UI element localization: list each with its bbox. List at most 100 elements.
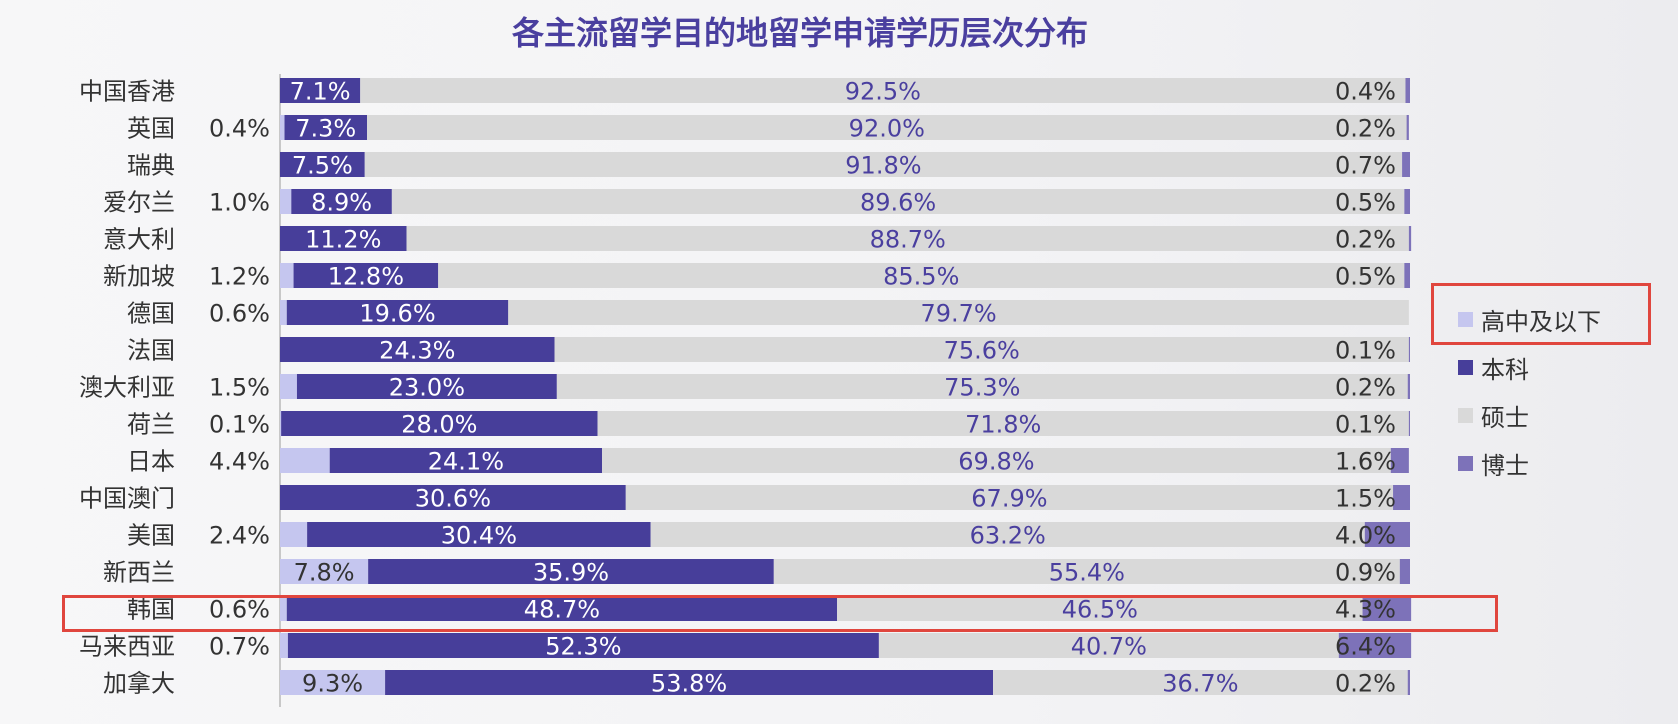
- bar-segment-1: [307, 522, 651, 547]
- legend-highlight-box: [1431, 283, 1651, 345]
- bar-segment-3: [1393, 485, 1410, 510]
- bar-segment-2: [360, 78, 1406, 103]
- legend-label: 硕士: [1481, 403, 1529, 432]
- data-label-2: 79.7%: [920, 300, 996, 328]
- category-label: 新西兰: [103, 559, 175, 587]
- data-label-1: 28.0%: [401, 411, 477, 439]
- bar-segment-2: [406, 226, 1409, 251]
- legend-label: 博士: [1481, 451, 1529, 480]
- data-label-0: 4.4%: [209, 448, 270, 476]
- bar-segment-2: [364, 152, 1403, 177]
- data-label-1: 19.6%: [359, 300, 435, 328]
- data-label-1: 53.8%: [651, 670, 727, 698]
- bar-segment-1: [280, 152, 365, 177]
- bar-segment-2: [837, 596, 1363, 621]
- bar-segment-3: [1404, 263, 1410, 288]
- category-label: 爱尔兰: [103, 189, 175, 217]
- bar-segment-1: [281, 411, 598, 436]
- bar-segment-3: [1338, 633, 1412, 658]
- data-label-3: 0.1%: [1335, 337, 1396, 365]
- data-label-3: 0.1%: [1335, 411, 1396, 439]
- data-label-3: 6.4%: [1335, 633, 1396, 661]
- data-label-2: 40.7%: [1071, 633, 1147, 661]
- data-label-0: 1.2%: [209, 263, 270, 291]
- data-label-3: 0.2%: [1335, 374, 1396, 402]
- data-label-1: 35.9%: [533, 559, 609, 587]
- bar-segment-1: [368, 559, 774, 584]
- data-label-2: 92.0%: [849, 115, 925, 143]
- bar-segment-0: [280, 559, 369, 584]
- category-label: 德国: [127, 300, 175, 328]
- data-label-2: 71.8%: [965, 411, 1041, 439]
- data-label-1: 11.2%: [305, 226, 381, 254]
- data-label-2: 75.3%: [944, 374, 1020, 402]
- data-label-0: 0.6%: [209, 300, 270, 328]
- category-label: 英国: [127, 115, 175, 143]
- bar-segment-3: [1364, 522, 1410, 547]
- bar-segment-1: [280, 78, 361, 103]
- legend-swatch: [1458, 359, 1473, 375]
- bar-segment-2: [391, 189, 1405, 214]
- bar-segment-3: [1407, 670, 1410, 695]
- data-label-3: 0.2%: [1335, 115, 1396, 143]
- bar-segment-3: [1407, 374, 1410, 399]
- category-label: 加拿大: [103, 670, 175, 698]
- data-label-1: 30.4%: [441, 522, 517, 550]
- bar-segment-1: [286, 300, 509, 325]
- bar-segment-2: [508, 300, 1409, 325]
- data-label-3: 0.2%: [1335, 226, 1396, 254]
- category-label: 韩国: [127, 596, 175, 624]
- bar-segment-3: [1390, 448, 1409, 473]
- category-label: 中国澳门: [79, 485, 175, 513]
- bar-segment-0: [280, 670, 386, 695]
- data-label-2: 46.5%: [1062, 596, 1138, 624]
- data-label-0: 0.6%: [209, 596, 270, 624]
- bar-segment-3: [1408, 337, 1410, 362]
- bar-segment-3: [1408, 226, 1412, 251]
- data-label-0: 2.4%: [209, 522, 270, 550]
- data-label-3: 0.4%: [1335, 78, 1396, 106]
- bar-segment-1: [286, 596, 838, 621]
- bar-segment-3: [1402, 152, 1410, 177]
- category-label: 美国: [127, 522, 175, 550]
- data-label-3: 0.5%: [1335, 189, 1396, 217]
- data-label-1: 7.5%: [292, 152, 353, 180]
- bar-segment-3: [1404, 189, 1410, 214]
- data-label-3: 0.5%: [1335, 263, 1396, 291]
- category-label: 中国香港: [79, 78, 175, 106]
- data-label-2: 69.8%: [958, 448, 1034, 476]
- data-label-2: 92.5%: [845, 78, 921, 106]
- data-label-3: 1.6%: [1335, 448, 1396, 476]
- legend: 高中及以下本科硕士博士: [1458, 295, 1601, 487]
- bar-segment-1: [296, 374, 557, 399]
- bar-segment-0: [280, 300, 287, 325]
- bar-segment-2: [773, 559, 1400, 584]
- data-label-1: 48.7%: [524, 596, 600, 624]
- legend-swatch: [1458, 407, 1473, 423]
- legend-label: 高中及以下: [1481, 307, 1601, 336]
- data-label-0: 0.4%: [209, 115, 270, 143]
- data-label-1: 12.8%: [328, 263, 404, 291]
- data-label-2: 67.9%: [971, 485, 1047, 513]
- legend-swatch: [1458, 455, 1473, 471]
- legend-swatch: [1458, 311, 1473, 327]
- data-label-1: 8.9%: [311, 189, 372, 217]
- bar-segment-0: [280, 522, 308, 547]
- bar-segment-0: [280, 596, 287, 621]
- legend-label: 本科: [1481, 355, 1529, 384]
- data-label-3: 0.7%: [1335, 152, 1396, 180]
- data-label-2: 63.2%: [970, 522, 1046, 550]
- row-highlight-box: [62, 595, 1498, 632]
- bar-segment-0: [280, 633, 288, 658]
- bar-segment-2: [554, 337, 1409, 362]
- bar-segment-2: [650, 522, 1365, 547]
- category-label: 马来西亚: [79, 633, 175, 661]
- bar-segment-2: [367, 115, 1407, 140]
- bar-segment-1: [385, 670, 994, 695]
- category-label: 澳大利亚: [79, 374, 175, 402]
- bar-segment-1: [280, 485, 626, 510]
- data-label-3: 4.3%: [1335, 596, 1396, 624]
- bar-segment-2: [438, 263, 1405, 288]
